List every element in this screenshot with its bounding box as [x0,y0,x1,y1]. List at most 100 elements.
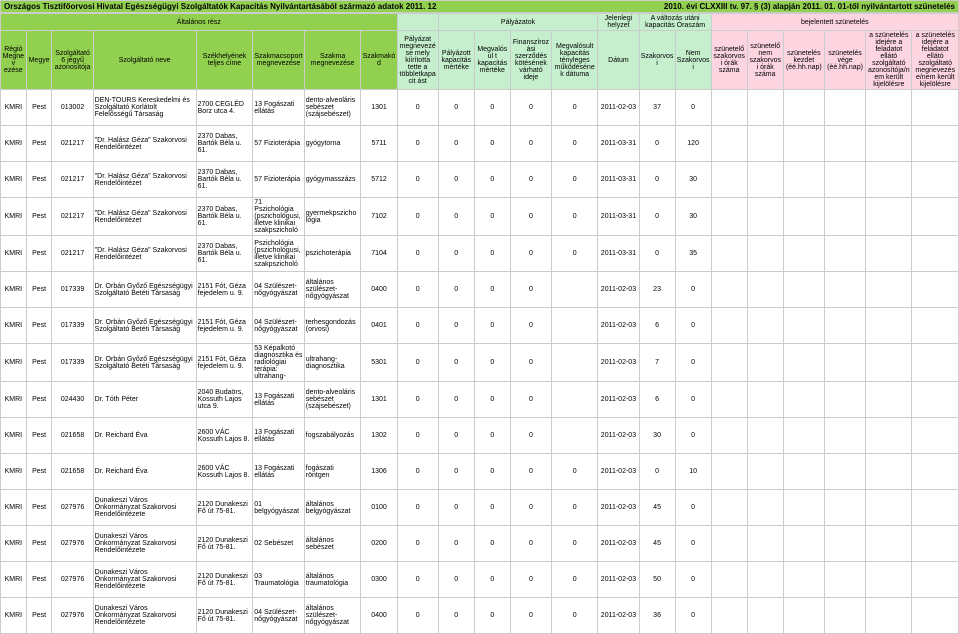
table-row: KMRIPest013002DEN-TOURS Kereskedelmi és … [1,90,959,126]
cell [824,418,865,454]
cell: 0 [397,126,438,162]
cell [824,198,865,236]
cell [824,344,865,382]
cell: 2011-02-03 [598,562,639,598]
cell: 0 [639,162,675,198]
cell [912,598,959,634]
cell: 5711 [361,126,397,162]
table-row: KMRIPest017339Dr. Orbán Győző Egészségüg… [1,272,959,308]
cell [747,236,783,272]
cell: 2011-03-31 [598,198,639,236]
cell [824,308,865,344]
cell: 0 [474,236,510,272]
cell: 0 [552,162,598,198]
cell: 013002 [52,90,93,126]
cell: 0 [510,490,551,526]
cell [824,526,865,562]
cell [866,126,912,162]
cell: 2151 Fót, Géza fejedelem u. 9. [196,308,253,344]
cell: Dunakeszi Város Önkormányzat Szakorvosi … [93,562,196,598]
col-header: Pályázatok [438,14,598,31]
cell: KMRI [1,490,27,526]
cell [747,490,783,526]
cell: 1306 [361,454,397,490]
col-header: A változás utáni kapacitás Óraszám [639,14,711,31]
cell: 30 [675,198,711,236]
cell [747,272,783,308]
cell: Dr. Reichard Éva [93,454,196,490]
cell: 0 [552,598,598,634]
cell: 0 [510,236,551,272]
cell: 36 [639,598,675,634]
cell [824,236,865,272]
cell [866,490,912,526]
cell: 0 [675,490,711,526]
col-header: Általános rész [1,14,398,31]
cell: Pest [26,490,52,526]
table-row: KMRIPest021658Dr. Reichard Éva2600 VÁC K… [1,418,959,454]
cell [912,418,959,454]
cell: 0 [474,126,510,162]
cell [912,236,959,272]
cell: általános traumatológia [304,562,361,598]
cell: 2011-02-03 [598,308,639,344]
col-header: Szakma megnevezése [304,31,361,90]
cell: általános belgyógyászat [304,490,361,526]
cell: 027976 [52,490,93,526]
cell: 0 [474,198,510,236]
cell: 01 belgyógyászat [253,490,304,526]
cell: 0 [552,126,598,162]
cell: 1301 [361,90,397,126]
data-table: Általános részPályázatokJelenlegi helyze… [0,13,959,634]
cell [711,90,747,126]
cell: 1302 [361,418,397,454]
cell: 0 [639,236,675,272]
cell [711,418,747,454]
cell [866,272,912,308]
cell: "Dr. Halász Géza" Szakorvosi Rendelőinté… [93,236,196,272]
cell: 0 [675,344,711,382]
cell: Dunakeszi Város Önkormányzat Szakorvosi … [93,598,196,634]
cell: 0 [438,272,474,308]
cell [866,526,912,562]
cell [824,454,865,490]
cell: Pest [26,562,52,598]
cell: 0 [510,562,551,598]
cell [711,526,747,562]
cell: 0 [438,526,474,562]
cell: 13 Fogászati ellátás [253,418,304,454]
cell: 2011-02-03 [598,344,639,382]
cell: 13 Fogászati ellátás [253,90,304,126]
cell: 2600 VÁC Kossuth Lajos 8. [196,454,253,490]
cell: Pest [26,308,52,344]
cell [747,198,783,236]
cell [711,272,747,308]
cell: 0 [552,90,598,126]
cell: 53 Képalkotó diagnosztika és radiológiai… [253,344,304,382]
cell: KMRI [1,418,27,454]
cell: 0 [675,90,711,126]
cell: 0 [397,418,438,454]
cell: 0 [438,126,474,162]
cell: általános szülészet-nőgyógyászat [304,598,361,634]
cell: 04 Szülészet-nőgyógyászat [253,308,304,344]
cell [866,418,912,454]
cell [783,308,824,344]
cell [747,162,783,198]
cell [824,382,865,418]
cell: 2700 CEGLÉD Borz utca 4. [196,90,253,126]
cell: 120 [675,126,711,162]
cell: 0 [510,454,551,490]
cell: 0 [397,490,438,526]
cell: 0 [639,454,675,490]
col-header: Régió Megnev ezése [1,31,27,90]
cell [912,308,959,344]
cell [912,272,959,308]
cell: Dr. Tóth Péter [93,382,196,418]
cell: 021217 [52,126,93,162]
cell: 10 [675,454,711,490]
cell [912,382,959,418]
cell [866,344,912,382]
cell: 0 [397,236,438,272]
cell [824,272,865,308]
